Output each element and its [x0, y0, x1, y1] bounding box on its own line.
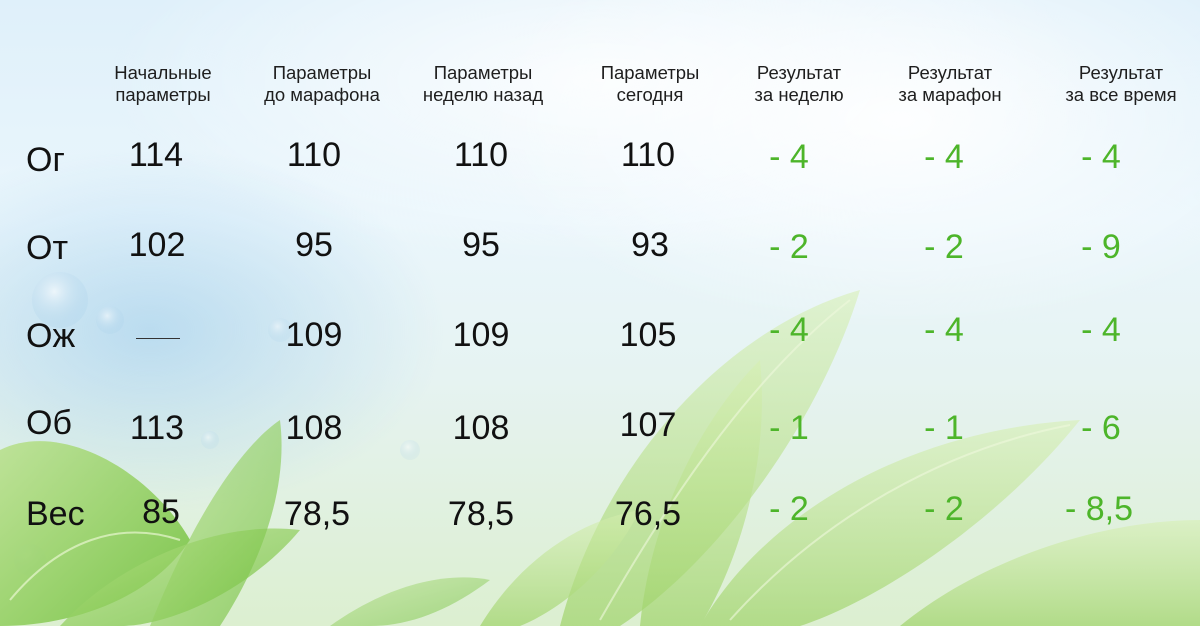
table-cell: 76,5: [614, 495, 682, 533]
column-header-line2: за все время: [1065, 84, 1177, 105]
result-cell: - 2: [769, 228, 809, 266]
column-header-week-ago: Параметры неделю назад: [398, 62, 568, 106]
table-cell: 108: [285, 409, 343, 447]
table-cell: 109: [452, 316, 510, 354]
result-cell: - 1: [769, 409, 809, 447]
result-cell: - 6: [1081, 409, 1121, 447]
row-label-ob: Об: [26, 404, 72, 442]
column-header-line2: за неделю: [754, 84, 844, 105]
column-header-line2: параметры: [115, 84, 211, 105]
table-cell: 95: [295, 226, 333, 264]
table-cell: 108: [452, 409, 510, 447]
row-label-weight: Вес: [26, 495, 85, 533]
table-cell: 95: [462, 226, 500, 264]
column-header-line2: сегодня: [616, 84, 684, 105]
result-cell: - 4: [769, 311, 809, 349]
table-cell: 85: [142, 493, 180, 531]
table-cell: 78,5: [283, 495, 351, 533]
result-cell: - 1: [924, 409, 964, 447]
column-header-line2: неделю назад: [422, 84, 544, 105]
column-header-result-all-time: Результат за все время: [1036, 62, 1200, 106]
column-header-today: Параметры сегодня: [565, 62, 735, 106]
column-header-line2: за марафон: [898, 84, 1002, 105]
table-cell: 110: [453, 136, 509, 174]
table-cell: 102: [128, 226, 186, 264]
result-cell: - 4: [769, 138, 809, 176]
table-cell: 110: [620, 136, 676, 174]
column-header-line1: Параметры: [272, 62, 372, 83]
table-cell: 105: [619, 316, 677, 354]
column-header-line1: Результат: [907, 62, 993, 83]
column-header-line2: до марафона: [264, 84, 380, 105]
column-header-line1: Результат: [1078, 62, 1164, 83]
result-cell: - 4: [924, 138, 964, 176]
table-cell: 78,5: [447, 495, 515, 533]
row-label-ozh: Ож: [26, 317, 76, 355]
row-label-ot: От: [26, 229, 69, 267]
table-cell: 107: [619, 406, 677, 444]
column-header-line1: Начальные: [114, 62, 212, 83]
result-cell: - 2: [769, 490, 809, 528]
result-cell: - 4: [1081, 311, 1121, 349]
table-cell: 110: [286, 136, 342, 174]
result-cell: - 2: [924, 228, 964, 266]
column-header-initial: Начальные параметры: [78, 62, 248, 106]
column-header-result-week: Результат за неделю: [714, 62, 884, 106]
result-cell: - 8,5: [1064, 490, 1134, 528]
result-cell: - 2: [924, 490, 964, 528]
table-cell: 93: [631, 226, 669, 264]
result-cell: - 9: [1081, 228, 1121, 266]
dash-icon: [136, 338, 180, 339]
result-cell: - 4: [1081, 138, 1121, 176]
row-label-og: Ог: [26, 141, 65, 179]
column-header-line1: Параметры: [433, 62, 533, 83]
column-header-line1: Результат: [756, 62, 842, 83]
column-header-result-marathon: Результат за марафон: [865, 62, 1035, 106]
result-cell: - 4: [924, 311, 964, 349]
table-cell: 114: [128, 136, 184, 174]
column-header-before-marathon: Параметры до марафона: [237, 62, 407, 106]
table-cell: 113: [129, 409, 185, 447]
column-header-line1: Параметры: [600, 62, 700, 83]
table-cell: 109: [285, 316, 343, 354]
